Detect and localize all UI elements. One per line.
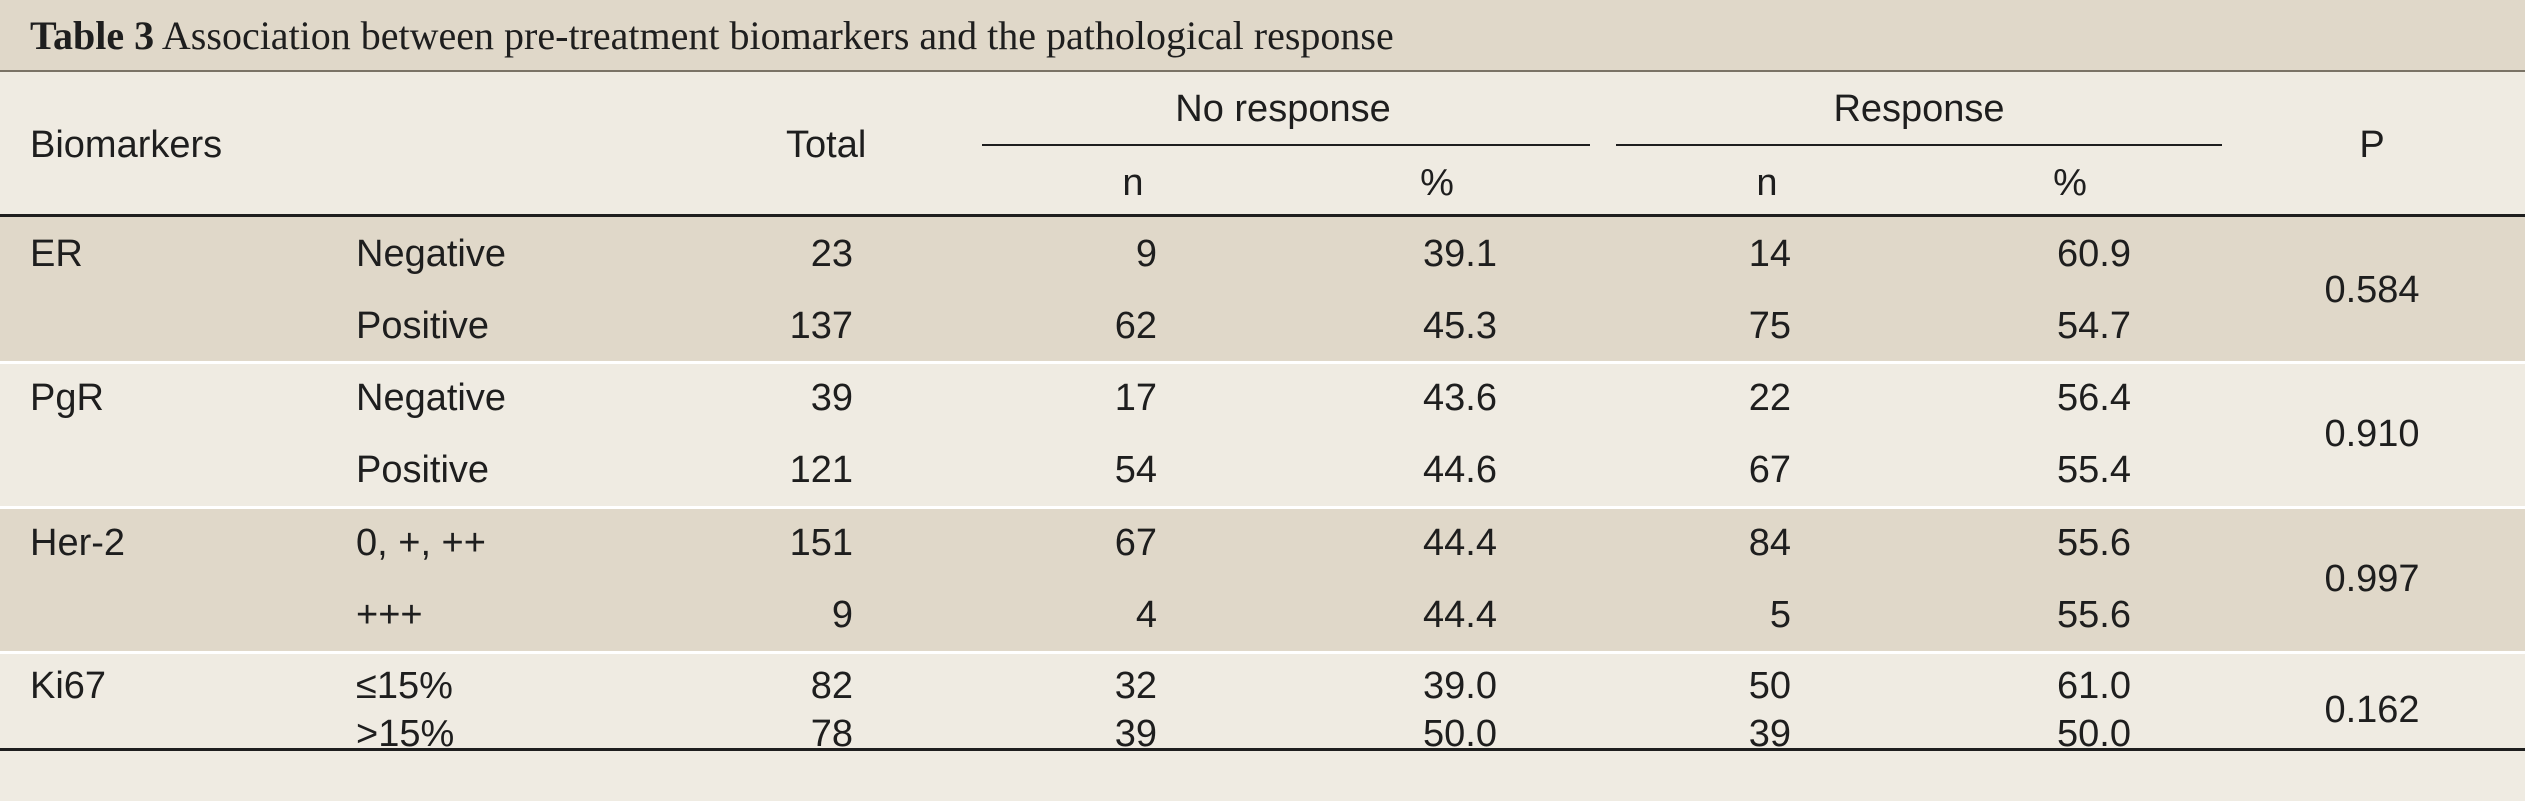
group-name: ER xyxy=(30,233,83,275)
nr-n-cell: 67 xyxy=(1114,522,1157,564)
r-n-cell: 67 xyxy=(1748,449,1791,491)
table-title: Association between pre-treatment biomar… xyxy=(161,13,1394,58)
r-n-cell: 75 xyxy=(1748,305,1791,347)
header-r-pct: % xyxy=(2053,162,2087,204)
row-label: 0, +, ++ xyxy=(356,522,486,564)
group-name: Her-2 xyxy=(30,522,126,564)
r-pct-cell: 54.7 xyxy=(2057,305,2131,347)
group-pgr: PgR Negative 39 17 43.6 22 56.4 Positive… xyxy=(0,364,2525,506)
header-rule xyxy=(0,214,2525,217)
header-r-n: n xyxy=(1756,162,1778,204)
row-label: ≤15% xyxy=(356,665,453,707)
nr-n-cell: 32 xyxy=(1114,665,1157,707)
nr-pct-cell: 44.4 xyxy=(1423,594,1497,636)
total-cell: 9 xyxy=(831,594,853,636)
row-label: Positive xyxy=(356,449,490,491)
group-separator xyxy=(0,361,2525,364)
header-response: Response xyxy=(1833,88,2005,130)
nr-pct-cell: 39.1 xyxy=(1423,233,1497,275)
nr-pct-cell: 45.3 xyxy=(1423,305,1497,347)
group-ki67: Ki67 ≤15% 82 32 39.0 50 61.0 >15% 78 39 … xyxy=(0,654,2525,755)
nr-pct-cell: 43.6 xyxy=(1423,377,1497,419)
response-rule xyxy=(1616,144,2222,146)
r-pct-cell: 60.9 xyxy=(2057,233,2131,275)
r-pct-cell: 56.4 xyxy=(2057,377,2131,419)
table-number: Table 3 xyxy=(30,13,155,58)
nr-pct-cell: 44.4 xyxy=(1423,522,1497,564)
p-value-cell: 0.910 xyxy=(2324,413,2420,455)
r-n-cell: 22 xyxy=(1748,377,1791,419)
p-value-cell: 0.162 xyxy=(2324,689,2420,731)
group-her2: Her-2 0, +, ++ 151 67 44.4 84 55.6 +++ 9… xyxy=(0,509,2525,651)
nr-n-cell: 9 xyxy=(1135,233,1157,275)
total-cell: 23 xyxy=(810,233,853,275)
r-pct-cell: 55.6 xyxy=(2057,522,2131,564)
r-n-cell: 50 xyxy=(1748,665,1791,707)
header-p: P xyxy=(2359,124,2385,166)
nr-pct-cell: 44.6 xyxy=(1423,449,1497,491)
group-name: Ki67 xyxy=(30,665,107,707)
group-name: PgR xyxy=(30,377,104,419)
p-value-cell: 0.997 xyxy=(2324,558,2420,600)
nr-n-cell: 4 xyxy=(1135,594,1157,636)
total-cell: 151 xyxy=(789,522,853,564)
nr-n-cell: 54 xyxy=(1114,449,1157,491)
p-value-cell: 0.584 xyxy=(2324,269,2420,311)
row-label: Positive xyxy=(356,305,490,347)
header-nr-pct: % xyxy=(1420,162,1454,204)
r-n-cell: 84 xyxy=(1748,522,1791,564)
nr-n-cell: 17 xyxy=(1114,377,1157,419)
total-cell: 39 xyxy=(810,377,853,419)
table-caption: Table 3 Association between pre-treatmen… xyxy=(0,0,2525,72)
header-no-response: No response xyxy=(1175,88,1391,130)
total-cell: 82 xyxy=(810,665,853,707)
row-label: +++ xyxy=(356,594,423,636)
total-cell: 121 xyxy=(789,449,853,491)
group-separator xyxy=(0,506,2525,509)
header-nr-n: n xyxy=(1122,162,1144,204)
group-separator xyxy=(0,651,2525,654)
r-n-cell: 14 xyxy=(1748,233,1791,275)
r-pct-cell: 55.4 xyxy=(2057,449,2131,491)
table-bottom-rule xyxy=(0,748,2525,751)
nr-n-cell: 62 xyxy=(1114,305,1157,347)
total-cell: 137 xyxy=(789,305,853,347)
row-label: Negative xyxy=(356,233,506,275)
r-n-cell: 5 xyxy=(1769,594,1791,636)
r-pct-cell: 55.6 xyxy=(2057,594,2131,636)
header-total: Total xyxy=(786,124,867,166)
no-response-rule xyxy=(982,144,1590,146)
group-er: ER Negative 23 9 39.1 14 60.9 Positive 1… xyxy=(0,217,2525,361)
header-biomarkers: Biomarkers xyxy=(30,124,223,166)
r-pct-cell: 61.0 xyxy=(2057,665,2131,707)
nr-pct-cell: 39.0 xyxy=(1423,665,1497,707)
row-label: Negative xyxy=(356,377,506,419)
